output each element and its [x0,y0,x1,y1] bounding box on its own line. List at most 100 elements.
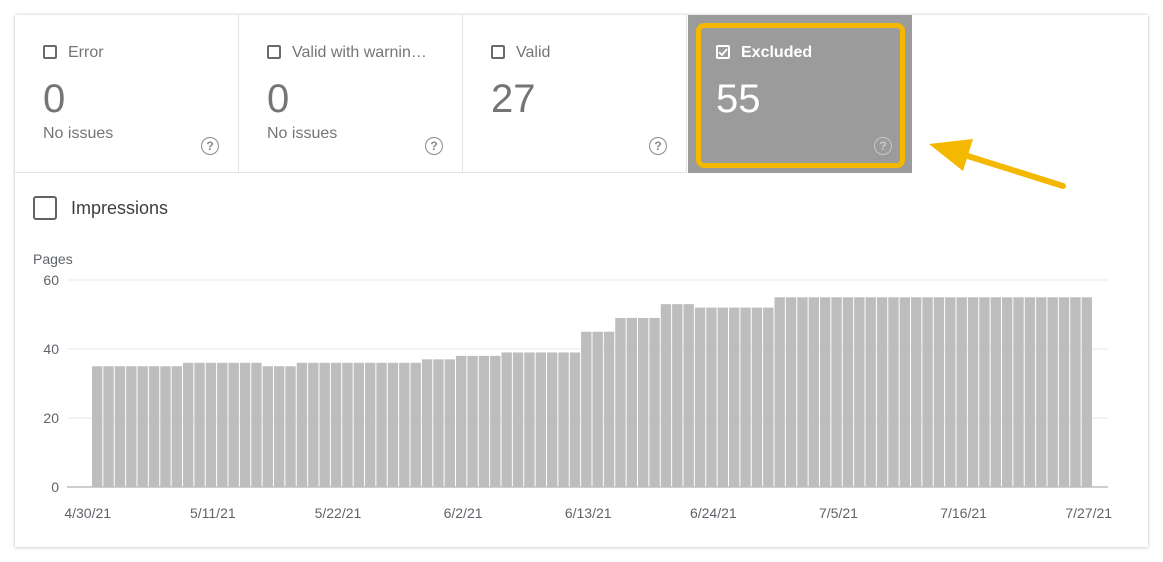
bar [979,297,990,487]
bar [820,297,831,487]
bar [353,362,364,487]
y-tick-label: 60 [43,272,59,288]
bar [251,362,262,487]
bar [603,331,615,487]
bar [581,331,592,487]
tile-error[interactable]: Error 0 No issues ? [15,15,239,173]
valid-checkbox[interactable] [491,45,505,59]
bar [1036,297,1047,487]
bar [183,362,194,487]
valid-with-warnings-checkbox[interactable] [267,45,281,59]
y-axis-label: Pages [33,251,73,267]
bar [922,297,933,487]
bar [933,297,945,487]
excluded-checkbox[interactable] [716,45,730,59]
bar [694,307,706,487]
bar [410,362,421,487]
bar [467,355,478,487]
x-tick-label: 4/30/21 [64,505,111,521]
bar [865,297,876,487]
bar [547,352,558,487]
bar [831,297,842,487]
bar [535,352,546,487]
checkmark-icon [718,48,728,57]
bar [239,362,251,487]
tile-valid[interactable]: Valid 27 ? [463,15,687,173]
y-tick-label: 40 [43,341,59,357]
index-coverage-card: Error 0 No issues ? Valid with warnin… 0… [15,15,1148,547]
bar [501,352,512,487]
bar [330,362,342,487]
bar [842,297,854,487]
error-checkbox[interactable] [43,45,57,59]
bar [558,352,569,487]
bar [899,297,910,487]
tile-value: 0 [43,77,66,121]
impressions-checkbox[interactable] [33,196,57,220]
bar [797,297,808,487]
bar [1024,297,1036,487]
impressions-label: Impressions [71,197,169,218]
bar [228,362,239,487]
bar [967,297,979,487]
bar [376,362,387,487]
y-tick-label: 0 [51,479,59,495]
x-tick-label: 5/22/21 [315,505,362,521]
bar [945,297,956,487]
bar [956,297,967,487]
tile-label: Excluded [741,44,813,61]
bar [456,355,467,487]
bar [751,307,763,487]
bar [808,297,819,487]
help-icon[interactable]: ? [874,137,892,155]
bar [512,352,524,487]
bar [421,359,433,487]
bar [365,362,376,487]
tile-subtext: No issues [267,125,338,142]
bar [706,307,717,487]
bar [785,297,797,487]
bar [888,297,899,487]
bar [205,362,217,487]
x-tick-label: 7/27/21 [1065,505,1112,521]
bar [342,362,353,487]
bar [148,366,160,487]
bar [569,352,581,487]
bar [308,362,319,487]
x-tick-label: 6/24/21 [690,505,737,521]
x-tick-label: 7/5/21 [819,505,858,521]
tile-valid-with-warnings[interactable]: Valid with warnin… 0 No issues ? [239,15,463,173]
help-icon[interactable]: ? [201,137,219,155]
bar [626,317,637,487]
impressions-toggle[interactable]: Impressions [33,196,168,220]
bar [296,362,308,487]
bar [274,366,285,487]
bar [1070,297,1081,487]
bar [717,307,728,487]
bar [649,317,660,487]
bar [774,297,785,487]
help-icon[interactable]: ? [425,137,443,155]
bar [137,366,148,487]
bar [114,366,126,487]
bar [763,307,774,487]
bar [1058,297,1070,487]
bar [876,297,888,487]
bar [194,362,205,487]
bar [126,366,137,487]
bar [399,362,410,487]
tile-value: 27 [491,77,536,121]
bar [171,366,182,487]
bar [729,307,740,487]
help-icon[interactable]: ? [649,137,667,155]
bar [262,366,273,487]
tile-value: 55 [716,77,761,121]
x-tick-label: 6/2/21 [444,505,483,521]
y-tick-label: 20 [43,410,59,426]
bar [683,304,694,487]
bar [638,317,649,487]
tile-excluded[interactable]: Excluded 55 ? [688,15,912,173]
bar [672,304,683,487]
bar [160,366,171,487]
bar [990,297,1001,487]
